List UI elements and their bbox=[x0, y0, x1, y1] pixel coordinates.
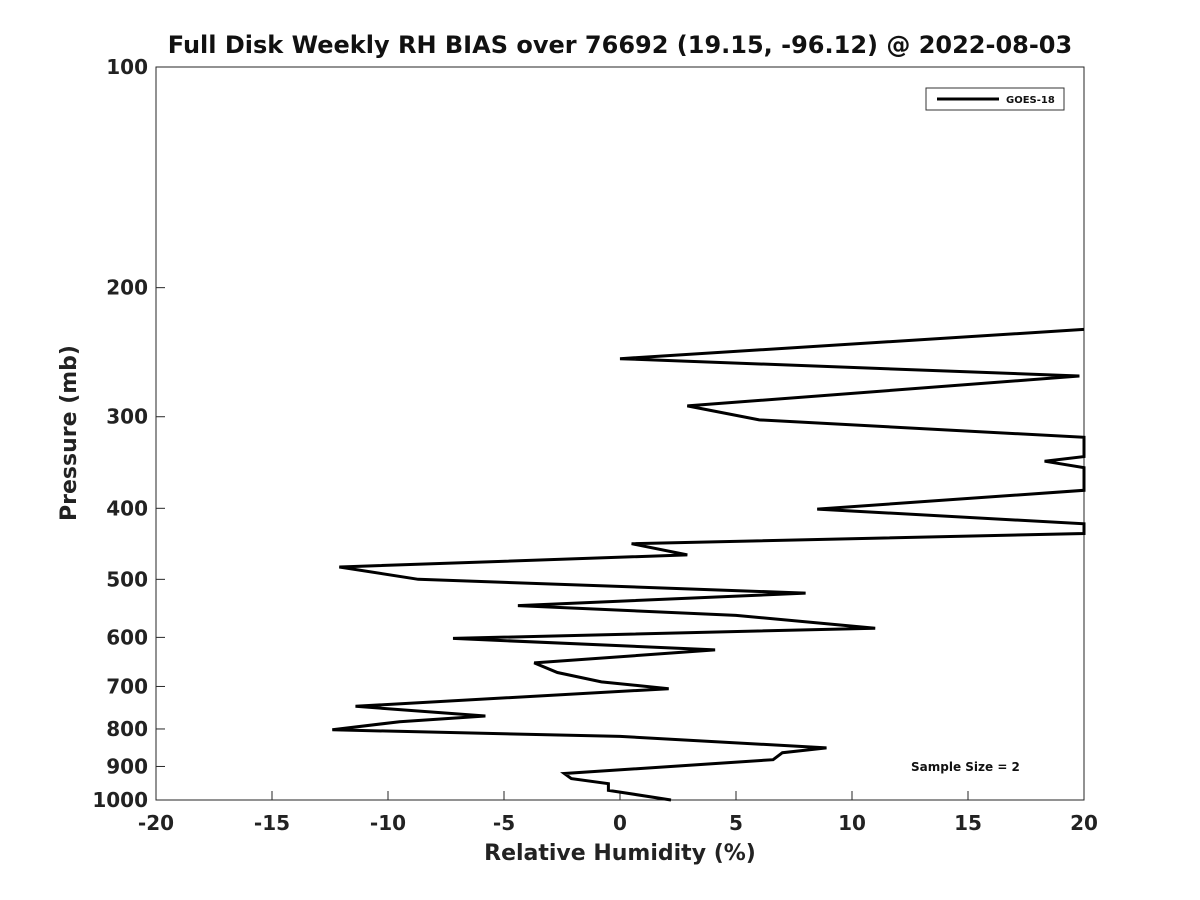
y-tick-label: 100 bbox=[106, 55, 148, 79]
legend-label-goes-18: GOES-18 bbox=[1006, 95, 1055, 106]
y-axis: 100 200 300 400 500 600 700 800 900 1000 bbox=[92, 55, 165, 812]
y-tick-label: 800 bbox=[106, 717, 148, 741]
y-tick-label: 900 bbox=[106, 754, 148, 778]
plot-frame bbox=[155, 66, 1085, 801]
x-tick-label: 15 bbox=[954, 811, 982, 835]
x-axis: -20 -15 -10 -5 0 5 10 15 20 bbox=[138, 791, 1098, 835]
series-line-goes-18 bbox=[332, 327, 1086, 802]
x-tick-label: 10 bbox=[838, 811, 866, 835]
series-layer bbox=[332, 327, 1086, 802]
y-tick-label: 700 bbox=[106, 674, 148, 698]
x-tick-label: 20 bbox=[1070, 811, 1098, 835]
y-tick-label: 400 bbox=[106, 496, 148, 520]
x-tick-label: 0 bbox=[613, 811, 627, 835]
chart-title: Full Disk Weekly RH BIAS over 76692 (19.… bbox=[168, 31, 1072, 59]
x-tick-label: -10 bbox=[370, 811, 406, 835]
x-tick-label: -20 bbox=[138, 811, 174, 835]
x-tick-label: -15 bbox=[254, 811, 290, 835]
x-axis-label: Relative Humidity (%) bbox=[484, 841, 756, 866]
y-tick-label: 1000 bbox=[92, 788, 148, 812]
y-tick-label: 600 bbox=[106, 625, 148, 649]
sample-size-annotation: Sample Size = 2 bbox=[911, 760, 1020, 774]
y-tick-label: 300 bbox=[106, 405, 148, 429]
x-tick-label: -5 bbox=[493, 811, 515, 835]
y-tick-label: 500 bbox=[106, 567, 148, 591]
x-tick-label: 5 bbox=[729, 811, 743, 835]
y-tick-label: 200 bbox=[106, 276, 148, 300]
y-axis-label: Pressure (mb) bbox=[57, 345, 82, 521]
legend: GOES-18 bbox=[925, 87, 1065, 111]
